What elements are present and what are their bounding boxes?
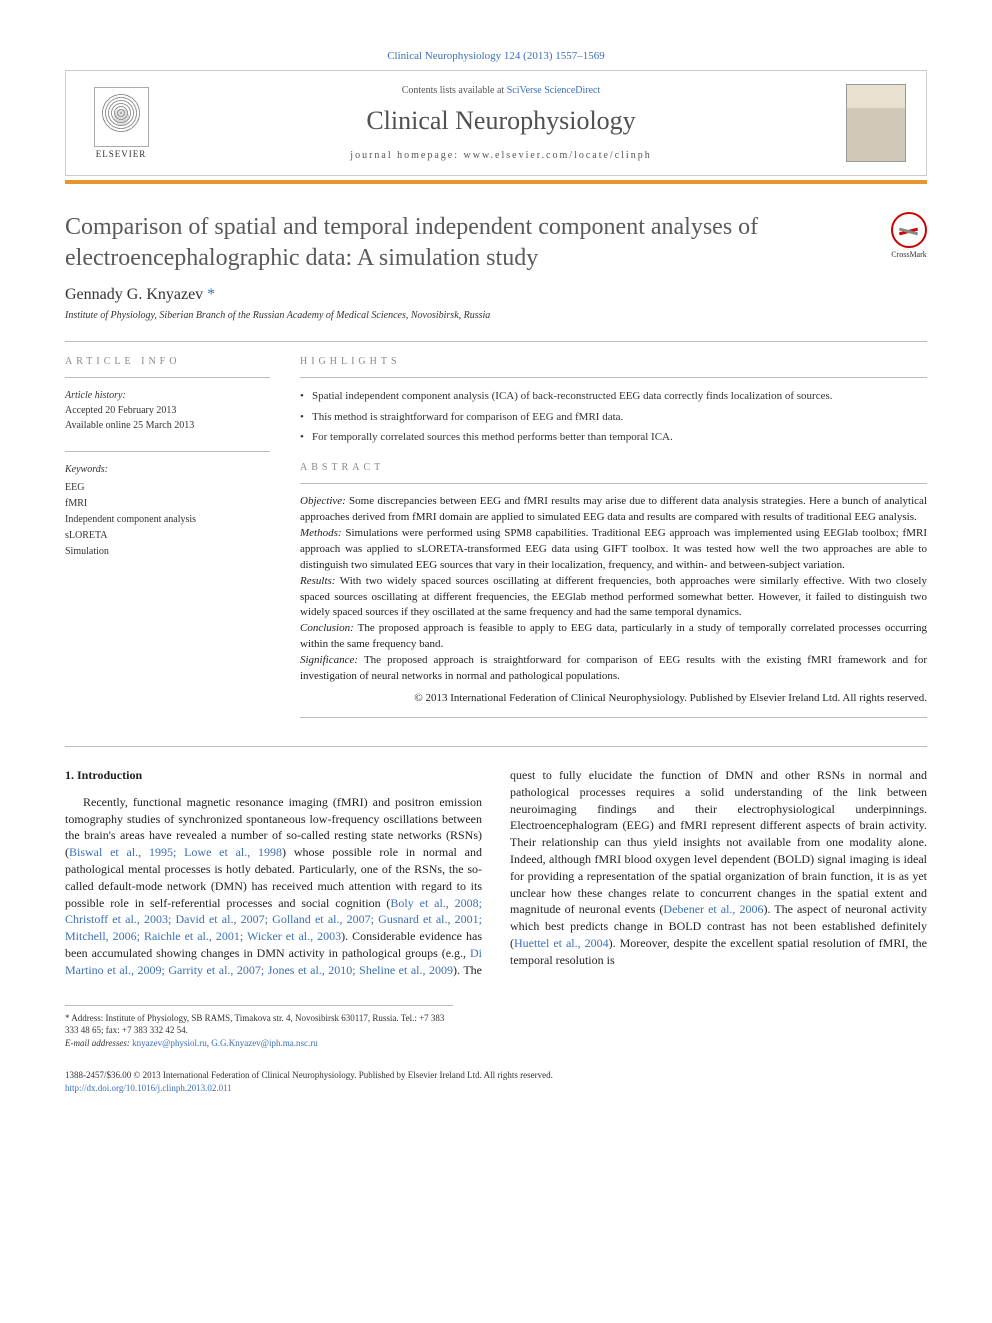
article-history: Article history: Accepted 20 February 20… xyxy=(65,388,270,433)
divider xyxy=(300,377,927,378)
email-link[interactable]: knyazev@physiol.ru xyxy=(132,1038,207,1048)
abstract-copyright: © 2013 International Federation of Clini… xyxy=(300,691,927,707)
corresponding-footnote: * Address: Institute of Physiology, SB R… xyxy=(65,1005,453,1050)
elsevier-tree-icon xyxy=(94,87,149,147)
article-info-label: ARTICLE INFO xyxy=(65,356,270,367)
keyword: EEG xyxy=(65,482,84,493)
elsevier-label: ELSEVIER xyxy=(96,149,147,159)
doi-link[interactable]: http://dx.doi.org/10.1016/j.clinph.2013.… xyxy=(65,1083,232,1093)
citation-link[interactable]: Debener et al., 2006 xyxy=(663,902,763,916)
divider xyxy=(65,377,270,378)
journal-header-box: ELSEVIER Contents lists available at Sci… xyxy=(65,70,927,176)
citation-link[interactable]: Huettel et al., 2004 xyxy=(514,936,609,950)
body-text: 1. Introduction Recently, functional mag… xyxy=(65,767,927,979)
citation-link[interactable]: Biswal et al., 1995; Lowe et al., 1998 xyxy=(69,845,282,859)
abstract-label: ABSTRACT xyxy=(300,462,927,473)
author-name: Gennady G. Knyazev * xyxy=(65,286,927,304)
divider xyxy=(65,451,270,452)
divider xyxy=(65,341,927,342)
journal-name: Clinical Neurophysiology xyxy=(156,106,846,136)
highlight-item: Spatial independent component analysis (… xyxy=(300,388,927,405)
homepage-url[interactable]: www.elsevier.com/locate/clinph xyxy=(464,150,652,161)
abstract-text: Objective: Some discrepancies between EE… xyxy=(300,494,927,707)
contents-available-line: Contents lists available at SciVerse Sci… xyxy=(156,85,846,96)
highlights-label: HIGHLIGHTS xyxy=(300,356,927,367)
highlight-item: For temporally correlated sources this m… xyxy=(300,429,927,446)
journal-homepage: journal homepage: www.elsevier.com/locat… xyxy=(156,150,846,161)
keyword: fMRI xyxy=(65,498,87,509)
keyword: Simulation xyxy=(65,546,109,557)
author-affiliation: Institute of Physiology, Siberian Branch… xyxy=(65,310,927,321)
elsevier-logo[interactable]: ELSEVIER xyxy=(86,83,156,163)
divider xyxy=(65,746,927,747)
citation-link[interactable]: et al., 2003 xyxy=(286,929,341,943)
citation-link[interactable]: Clinical Neurophysiology 124 (2013) 1557… xyxy=(387,50,605,62)
corresponding-marker[interactable]: * xyxy=(207,286,215,303)
keyword: Independent component analysis xyxy=(65,514,196,525)
citation-header: Clinical Neurophysiology 124 (2013) 1557… xyxy=(65,50,927,62)
article-title: Comparison of spatial and temporal indep… xyxy=(65,212,891,274)
page-footer: 1388-2457/$36.00 © 2013 International Fe… xyxy=(65,1069,927,1094)
journal-cover-thumbnail[interactable] xyxy=(846,84,906,162)
highlight-item: This method is straightforward for compa… xyxy=(300,409,927,426)
email-link[interactable]: G.G.Knyazev@iph.ma.nsc.ru xyxy=(211,1038,318,1048)
keywords-block: Keywords: EEG fMRI Independent component… xyxy=(65,462,270,560)
section-heading-introduction: 1. Introduction xyxy=(65,767,482,784)
divider xyxy=(300,483,927,484)
crossmark-badge[interactable]: CrossMark xyxy=(891,212,927,259)
divider xyxy=(300,717,927,718)
crossmark-icon xyxy=(891,212,927,248)
accent-rule xyxy=(65,180,927,184)
highlights-list: Spatial independent component analysis (… xyxy=(300,388,927,446)
crossmark-label: CrossMark xyxy=(891,250,927,259)
sciencedirect-link[interactable]: SciVerse ScienceDirect xyxy=(507,85,601,96)
keyword: sLORETA xyxy=(65,530,108,541)
